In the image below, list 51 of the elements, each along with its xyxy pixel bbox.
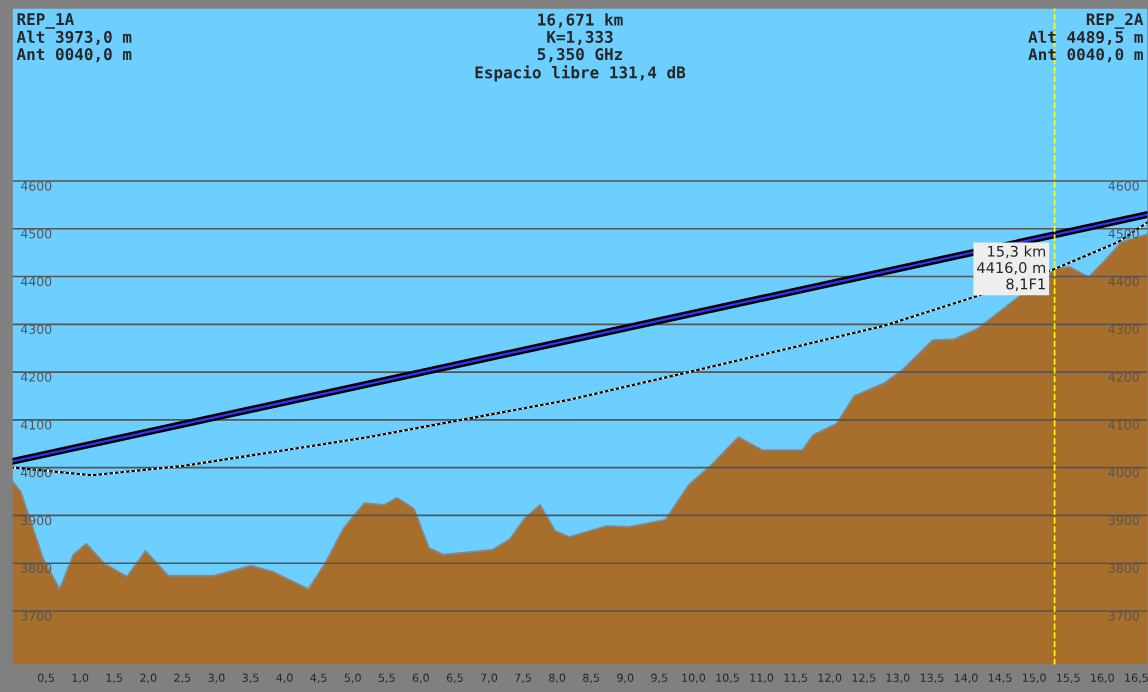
x-tick-label: 6,0 <box>412 673 429 684</box>
y-tick-label: 4400 <box>20 276 52 287</box>
x-tick-label: 2,0 <box>140 673 157 684</box>
y2-tick-label: 4100 <box>1108 420 1139 430</box>
y-tick-label: 4100 <box>20 420 52 430</box>
annotation: 15,3 km 4416,0 m 8,1F1 <box>977 245 1046 291</box>
x-tick-label: 5,0 <box>344 673 361 684</box>
x-tick-label: 8,5 <box>583 673 600 684</box>
y2-tick-label: 4600 <box>1108 181 1139 191</box>
x-tick-label: 16,0 <box>1091 673 1114 684</box>
x-tick-label: 7,5 <box>515 673 531 684</box>
x-tick-label: 9,0 <box>617 673 634 684</box>
x-tick-label: 15,0 <box>1022 673 1046 684</box>
x-tick-label: 6,5 <box>446 673 463 684</box>
y2-tick-label: 4300 <box>1108 324 1139 334</box>
x-tick-label: 3,5 <box>242 673 259 684</box>
x-tick-label: 7,0 <box>481 673 498 684</box>
x-tick-label: 0,5 <box>37 673 54 684</box>
y2-tick-label: 3900 <box>1108 515 1139 526</box>
x-tick-label: 4,0 <box>276 673 293 684</box>
x-tick-label: 11,0 <box>750 673 774 684</box>
x-tick-label: 10,0 <box>682 673 706 684</box>
x-tick-label: 12,5 <box>852 673 876 684</box>
x-tick-label: 2,5 <box>174 673 191 684</box>
y2-tick-label: 4000 <box>1108 467 1139 478</box>
annotation: REP_1A Alt 3973,0 m Ant 0040,0 m <box>16 13 132 63</box>
x-tick-label: 8,0 <box>549 673 566 684</box>
y2-tick-label: 3800 <box>1108 563 1139 573</box>
x-tick-label: 1,5 <box>106 673 123 684</box>
x-tick-label: 13,0 <box>886 673 910 684</box>
x-tick-label: 1,0 <box>72 673 89 684</box>
y-tick-label: 4300 <box>20 324 52 334</box>
x-tick-label: 11,5 <box>784 673 808 684</box>
y2-tick-label: 3700 <box>1108 611 1139 621</box>
y2-tick-label: 4400 <box>1108 276 1139 287</box>
x-tick-label: 15,5 <box>1057 673 1080 684</box>
x-tick-label: 14,0 <box>954 673 978 684</box>
x-tick-label: 10,5 <box>716 673 739 684</box>
annotation: 16,671 km K=1,333 5,350 GHz Espacio libre 131,4 dB <box>475 13 686 82</box>
x-tick-label: 14,5 <box>988 673 1012 684</box>
x-tick-label: 9,5 <box>651 673 668 684</box>
y-tick-label: 3700 <box>21 611 52 621</box>
x-tick-label: 16,5 <box>1125 673 1148 684</box>
x-tick-label: 4,5 <box>310 673 327 684</box>
y-tick-label: 4600 <box>20 181 52 191</box>
annotation: REP_2A Alt 4489,5 m Ant 0040,0 m <box>1028 13 1144 63</box>
y-tick-label: 4500 <box>20 228 52 239</box>
x-tick-label: 13,5 <box>920 673 944 684</box>
x-tick-label: 12,0 <box>818 673 842 684</box>
x-tick-label: 5,5 <box>378 673 395 684</box>
x-tick-label: 3,0 <box>208 673 225 684</box>
